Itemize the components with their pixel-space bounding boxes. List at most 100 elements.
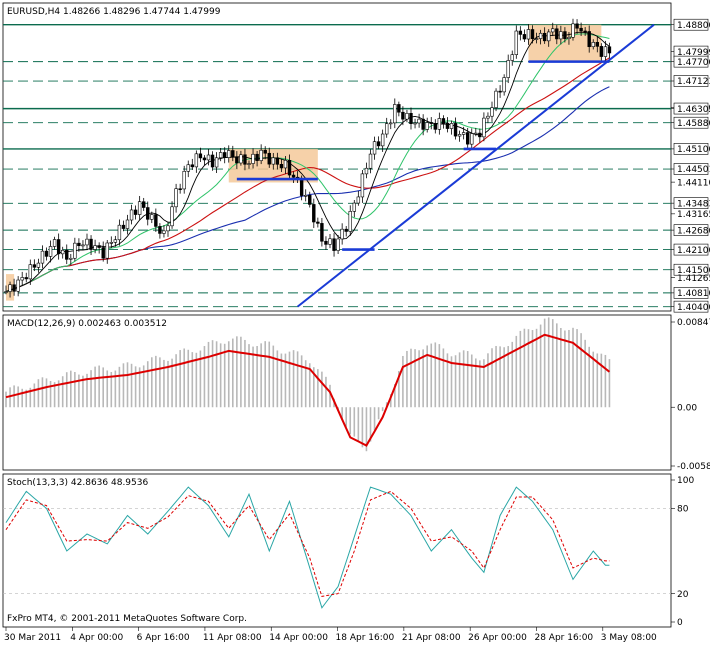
candle-body xyxy=(182,170,186,190)
candle-body xyxy=(4,291,8,293)
stoch-tick-label: 0 xyxy=(677,618,683,628)
price-label-box xyxy=(673,75,709,87)
candle-body xyxy=(186,164,190,172)
price-tick-label: 1.47999 xyxy=(677,48,710,58)
price-label-box xyxy=(673,102,709,115)
candle-body xyxy=(538,32,543,39)
candle-body xyxy=(376,141,381,147)
time-tick-label: 21 Apr 08:00 xyxy=(402,633,461,643)
candle-body xyxy=(202,157,207,161)
candle-body xyxy=(166,225,170,232)
candle-body xyxy=(251,153,255,164)
time-tick-label: 3 May 08:00 xyxy=(601,633,657,643)
candle-body xyxy=(243,154,247,165)
price-label-box xyxy=(673,163,709,175)
candle-body xyxy=(142,201,146,208)
price-tick-label: 1.42100 xyxy=(677,246,710,256)
time-tick-label: 14 Apr 00:00 xyxy=(269,633,328,643)
stoch-pane[interactable] xyxy=(2,473,672,628)
candle-body xyxy=(81,244,85,247)
candle-body xyxy=(271,157,275,165)
stoch-main-line xyxy=(5,486,610,609)
time-tick-label: 18 Apr 16:00 xyxy=(336,633,395,643)
candle-body xyxy=(97,245,101,248)
candle-body xyxy=(154,214,158,227)
price-label-box xyxy=(673,18,709,31)
candle-body xyxy=(60,249,65,255)
macd-tick-label: 0.00 xyxy=(677,403,697,413)
candle-body xyxy=(571,23,575,38)
candle-body xyxy=(530,29,535,40)
candle-body xyxy=(28,264,32,280)
price-tick-label: 1.48800 xyxy=(677,21,710,31)
candle-body xyxy=(170,206,174,227)
candle-body xyxy=(113,239,118,243)
candle-body xyxy=(364,167,369,175)
candle-body xyxy=(105,242,109,259)
candle-body xyxy=(478,132,482,138)
candle-body xyxy=(514,30,519,55)
candle-body xyxy=(255,153,259,161)
candle-body xyxy=(162,230,166,234)
candle-body xyxy=(441,118,446,124)
macd-pane[interactable] xyxy=(2,314,672,471)
candle-body xyxy=(287,160,292,176)
candle-body xyxy=(235,156,239,164)
candle-body xyxy=(490,107,494,117)
candle-body xyxy=(308,194,312,205)
candle-body xyxy=(393,104,397,124)
price-label-box xyxy=(673,224,709,236)
candle-body xyxy=(210,154,215,168)
candle-body xyxy=(16,279,20,292)
price-label-box xyxy=(673,143,709,155)
candle-body xyxy=(312,204,316,223)
macd-tick-label: -0.00584 xyxy=(677,462,710,472)
candle-body xyxy=(421,118,425,130)
candle-body xyxy=(559,31,563,40)
candle-body xyxy=(397,104,401,113)
candle-body xyxy=(20,277,24,281)
candle-body xyxy=(36,262,41,268)
candle-body xyxy=(48,246,53,257)
candle-body xyxy=(506,60,510,78)
candle-body xyxy=(405,113,409,120)
candle-body xyxy=(340,228,344,240)
candle-body xyxy=(194,153,199,168)
price-tick-label: 1.46302 xyxy=(677,105,710,115)
candle-body xyxy=(567,36,571,39)
axis-layer: 1.488001.479991.477001.471231.463401.463… xyxy=(4,18,710,643)
candle-body xyxy=(384,123,389,135)
time-tick-label: 26 Apr 00:00 xyxy=(468,633,527,643)
candle-body xyxy=(279,164,284,169)
candle-body xyxy=(555,28,559,40)
candle-body xyxy=(133,209,138,215)
candle-body xyxy=(69,257,73,260)
candle-body xyxy=(445,122,450,129)
candle-body xyxy=(457,134,462,137)
candle-body xyxy=(174,188,178,208)
candle-body xyxy=(299,177,304,196)
candle-body xyxy=(77,242,81,247)
candle-body xyxy=(356,196,361,204)
candle-body xyxy=(563,31,567,39)
candle-body xyxy=(227,150,231,158)
candle-body xyxy=(579,27,583,32)
trendline xyxy=(296,23,655,308)
candle-body xyxy=(522,34,527,40)
candle-body xyxy=(12,284,16,292)
price-tick-label: 1.42680 xyxy=(677,226,710,236)
candle-body xyxy=(360,173,365,198)
stoch-signal-line xyxy=(5,490,610,597)
candle-body xyxy=(117,224,122,241)
candle-body xyxy=(178,188,182,191)
candle-body xyxy=(150,214,154,220)
candle-body xyxy=(303,194,308,197)
candle-body xyxy=(518,30,523,35)
candle-body xyxy=(198,153,203,159)
price-tick-label: 1.41500 xyxy=(677,266,710,276)
candle-body xyxy=(8,284,12,292)
time-tick-label: 6 Apr 16:00 xyxy=(137,633,190,643)
candle-body xyxy=(206,154,211,161)
